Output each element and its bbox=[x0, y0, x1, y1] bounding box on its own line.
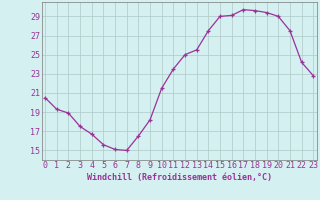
X-axis label: Windchill (Refroidissement éolien,°C): Windchill (Refroidissement éolien,°C) bbox=[87, 173, 272, 182]
